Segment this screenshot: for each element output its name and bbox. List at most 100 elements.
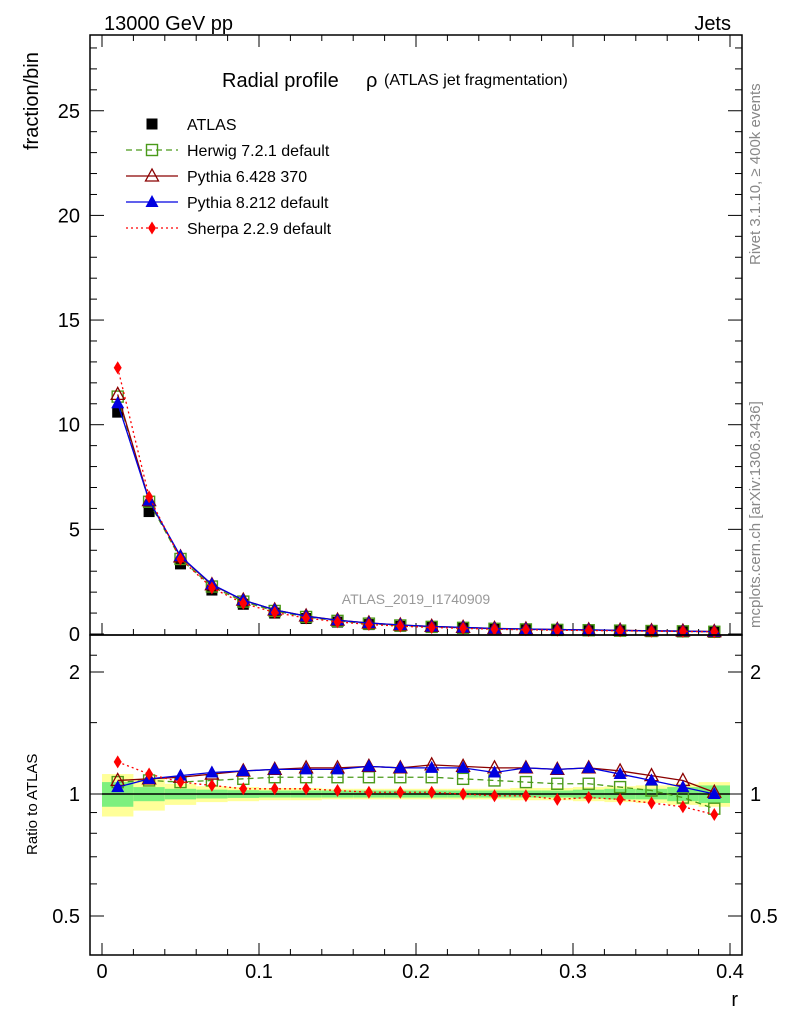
sherpa-point: [584, 624, 593, 638]
x-axis-label: r: [731, 989, 738, 1011]
sherpa-point: [616, 624, 625, 638]
y-tick-label: 5: [69, 519, 80, 541]
sherpa-ratio-point: [678, 800, 687, 814]
sherpa-point: [459, 621, 468, 635]
sherpa-ratio-line: [117, 761, 715, 816]
sherpa-ratio-point: [647, 796, 656, 810]
sherpa-ratio-point: [207, 778, 216, 792]
atlas-data-point: [112, 406, 124, 418]
sherpa-ratio-point: [302, 782, 311, 796]
pythia8-ratio-point: [582, 760, 596, 773]
legend-marker-pythia8: [145, 195, 159, 207]
sherpa-point: [521, 623, 530, 637]
sherpa-ratio-point: [616, 792, 625, 806]
sherpa-ratio-point: [584, 791, 593, 805]
pythia8-ratio-point: [519, 760, 533, 773]
pythia8-ratio-point: [362, 759, 376, 772]
ratio-tick-label-right: 2: [750, 662, 761, 684]
legend-label-herwig: Herwig 7.2.1 default: [187, 143, 330, 160]
sherpa-ratio-point: [145, 767, 154, 781]
side-label-bottom: mcplots.cern.ch [arXiv:1306.3436]: [747, 401, 764, 628]
sherpa-line: [117, 367, 715, 633]
legend-label-pythia6: Pythia 6.428 370: [187, 169, 307, 186]
pythia8-ratio-point: [111, 780, 125, 793]
atlas-data-point: [143, 506, 155, 518]
y-axis-label: fraction/bin: [21, 52, 43, 150]
x-tick-label: 0.2: [402, 961, 430, 983]
title-symbol: ρ: [366, 70, 377, 92]
x-tick-label: 0: [96, 961, 107, 983]
y-tick-label: 15: [58, 310, 80, 332]
sherpa-ratio-point: [490, 789, 499, 803]
pythia8-ratio-point: [707, 787, 721, 799]
legend-label-atlas: ATLAS: [187, 117, 237, 134]
pythia8-ratio-point: [645, 773, 658, 786]
title-main: Radial profile: [222, 70, 339, 92]
pythia8-ratio-point: [425, 760, 439, 773]
sherpa-ratio-point: [113, 755, 122, 769]
sherpa-point: [239, 596, 248, 610]
sherpa-point: [490, 622, 499, 636]
pythia8-ratio-point: [676, 780, 690, 793]
x-tick-label: 0.1: [245, 961, 273, 983]
sherpa-point: [270, 605, 279, 619]
ratio-plot-frame: [89, 634, 743, 956]
y-tick-label: 10: [58, 415, 80, 437]
ratio-tick-label: 2: [69, 662, 80, 684]
pythia6-ratio-line: [117, 764, 715, 793]
sherpa-ratio-point: [553, 792, 562, 806]
pythia8-ratio-point: [550, 762, 564, 775]
sherpa-point: [553, 623, 562, 637]
ratio-tick-label-right: 0.5: [750, 906, 778, 928]
ratio-y-axis-label: Ratio to ATLAS: [24, 754, 41, 855]
ratio-tick-label: 1: [69, 784, 80, 806]
sherpa-point: [333, 615, 342, 629]
sherpa-point: [364, 617, 373, 631]
chart-title: Radial profile ρ (ATLAS jet fragmentatio…: [222, 70, 568, 92]
sherpa-point: [302, 611, 311, 625]
herwig-ratio-point: [519, 775, 533, 789]
sherpa-ratio-point: [239, 782, 248, 796]
legend-label-pythia8: Pythia 8.212 default: [187, 195, 329, 212]
sherpa-ratio-point: [333, 784, 342, 798]
ratio-tick-label: 0.5: [52, 906, 80, 928]
header-right: Jets: [694, 13, 731, 35]
pythia8-ratio-point: [488, 765, 501, 778]
watermark: ATLAS_2019_I1740909: [342, 591, 491, 607]
pythia8-point: [111, 396, 125, 409]
pythia8-line: [117, 403, 715, 633]
side-label-top: Rivet 3.1.10, ≥ 400k events: [747, 83, 764, 265]
sherpa-ratio-point: [427, 785, 436, 799]
legend-marker-atlas: [146, 118, 158, 130]
sherpa-ratio-point: [364, 785, 373, 799]
pythia8-ratio-point: [393, 760, 407, 773]
sherpa-point: [176, 552, 185, 566]
pythia8-ratio-point: [236, 763, 250, 776]
sherpa-point: [396, 619, 405, 633]
sherpa-ratio-point: [270, 782, 279, 796]
title-suffix: (ATLAS jet fragmentation): [384, 72, 568, 89]
pythia8-ratio-point: [456, 760, 470, 773]
y-tick-label: 0: [69, 624, 80, 646]
pythia8-ratio-point: [205, 765, 219, 778]
pythia8-ratio-point: [174, 768, 187, 781]
y-tick-label: 20: [58, 205, 80, 227]
pythia8-ratio-line: [117, 765, 715, 795]
sherpa-ratio-point: [176, 775, 185, 789]
pythia8-ratio-point: [331, 762, 344, 775]
sherpa-point: [207, 581, 216, 595]
legend-marker-sherpa: [148, 221, 156, 235]
sherpa-point: [113, 361, 122, 375]
sherpa-point: [145, 490, 154, 504]
sherpa-ratio-point: [459, 787, 468, 801]
pythia8-ratio-point: [299, 762, 313, 775]
x-tick-label: 0.4: [716, 961, 744, 983]
sherpa-ratio-point: [521, 789, 530, 803]
herwig-ratio-point: [551, 777, 564, 790]
legend-marker-herwig: [145, 143, 159, 157]
header-left: 13000 GeV pp: [104, 13, 233, 35]
pythia8-ratio-point: [613, 767, 627, 780]
pythia8-ratio-point: [268, 762, 282, 775]
y-tick-label: 25: [58, 101, 80, 123]
